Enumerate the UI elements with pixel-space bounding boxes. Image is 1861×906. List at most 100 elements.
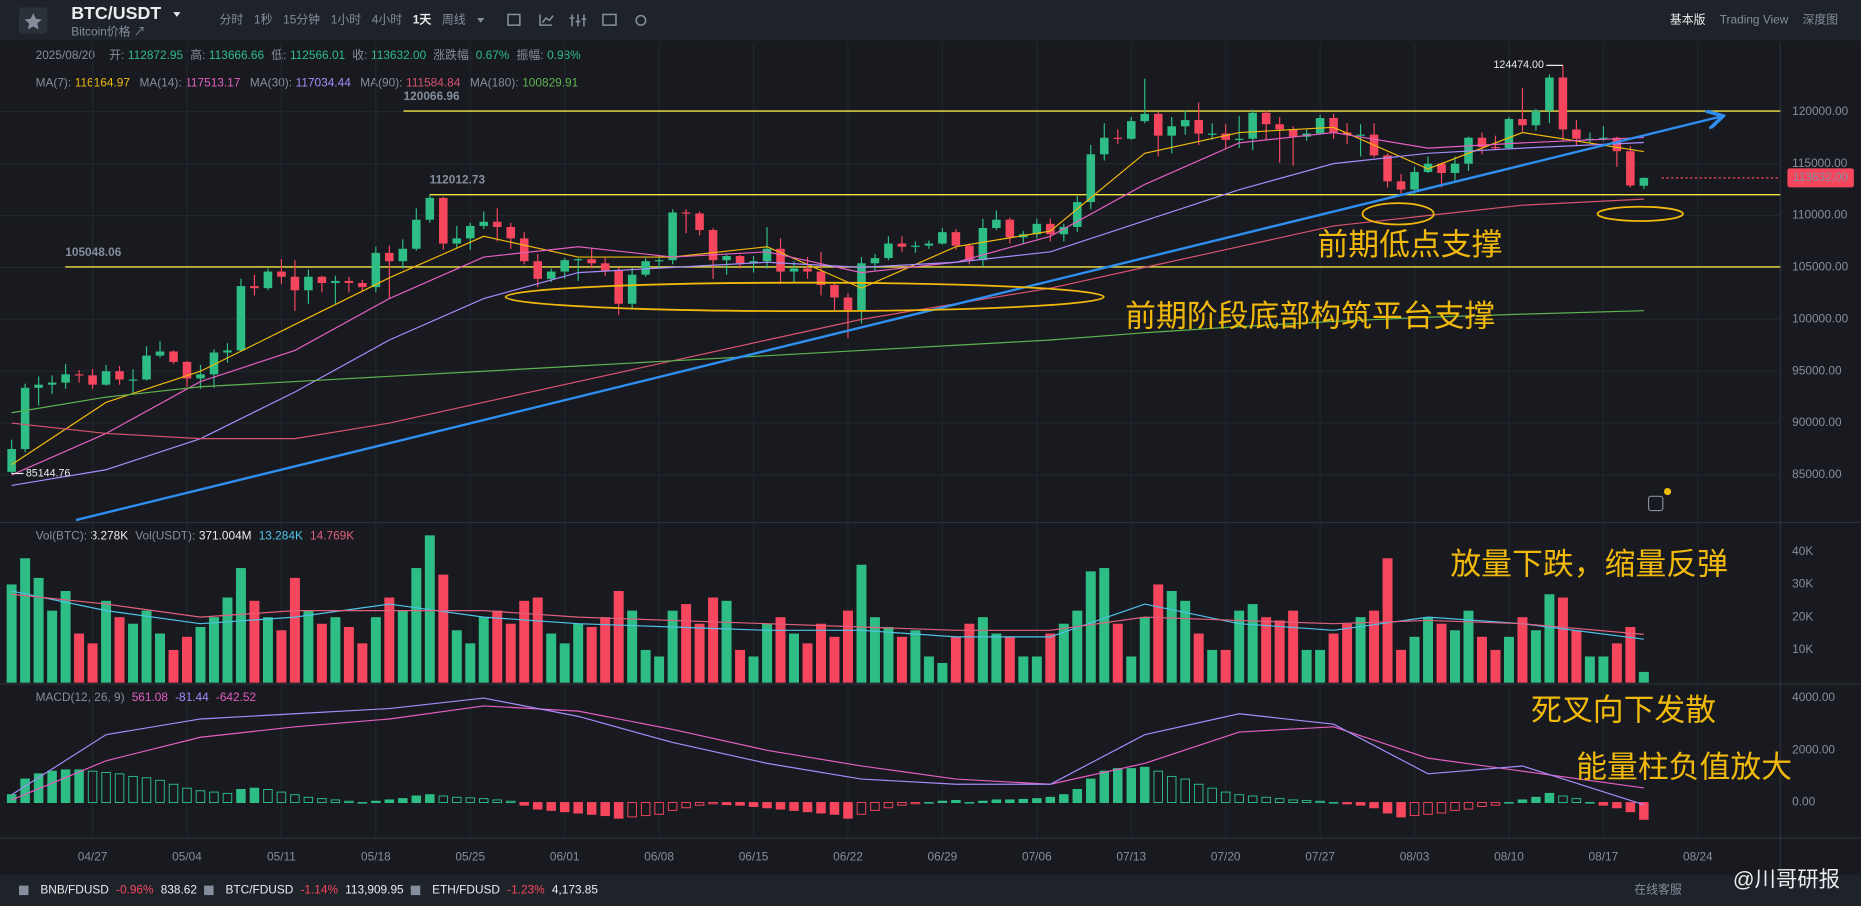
candle-body [857, 263, 866, 310]
macd-bar [802, 802, 813, 813]
info-label: 开: [109, 48, 124, 62]
candle-body [1410, 171, 1419, 190]
view-tabs: 基本版 Trading View 深度图 [1670, 13, 1838, 27]
service-link[interactable]: 在线客服 [1634, 882, 1682, 896]
ticker[interactable]: BNB/FDUSD -0.96% 838.62 [40, 882, 197, 896]
volume-bar [1530, 630, 1541, 683]
layout-icon[interactable] [602, 13, 617, 26]
volume-bar [411, 568, 422, 683]
volume-bar [1207, 649, 1218, 683]
candle-body [20, 387, 30, 450]
macd-bar [1220, 791, 1231, 804]
candle-body [668, 212, 677, 261]
interval-button[interactable]: 4小时 [372, 13, 402, 27]
candle-body [1207, 133, 1217, 135]
volume-usdt-title: Vol(USDT): [135, 529, 195, 543]
candle-body [398, 248, 408, 262]
indicator-icon[interactable] [507, 13, 521, 26]
macd-bar [1639, 802, 1649, 820]
candle-body [1005, 219, 1015, 238]
candle-body [627, 274, 637, 304]
x-tick-label: 06/15 [739, 849, 769, 863]
view-tab[interactable]: 深度图 [1803, 13, 1839, 27]
y-tick-label: 85000.00 [1792, 467, 1842, 481]
macd-bar [519, 802, 529, 806]
ticker[interactable]: BTC/FDUSD -1.14% 113,909.95 [225, 882, 404, 896]
macd-bar [1328, 802, 1339, 804]
macd-bar [789, 802, 799, 811]
volume-bar [1436, 623, 1447, 683]
volume-bar [1288, 610, 1299, 683]
macd-bar [1072, 789, 1083, 804]
interval-button[interactable]: 15分钟 [283, 13, 320, 27]
macd-bar [1261, 796, 1271, 804]
symbol-dropdown[interactable] [173, 12, 181, 17]
symbol[interactable]: BTC/USDT [71, 3, 161, 23]
ma-value: 100829.91 [522, 75, 578, 89]
settings-icon[interactable] [635, 14, 647, 26]
y-tick-label: 110000.00 [1792, 208, 1848, 222]
macd-bar [438, 795, 449, 804]
macd-bar [1463, 802, 1474, 810]
volume-bar [1503, 636, 1514, 683]
macd-bar [384, 799, 395, 804]
volume-usdt-value: 371.004M [199, 529, 252, 543]
candle-body [1315, 118, 1325, 134]
macd-bar [546, 802, 556, 811]
trend-line[interactable] [75, 117, 1721, 522]
top-bar [0, 0, 1861, 41]
ticker[interactable]: ETH/FDUSD -1.23% 4,173.85 [432, 882, 598, 896]
symbol-subtitle[interactable]: Bitcoin价格 ↗ [71, 24, 145, 38]
interval-dropdown[interactable] [477, 18, 485, 23]
interval-button[interactable]: 周线 [442, 13, 466, 27]
macd-bar [1086, 778, 1096, 804]
candle-body [1194, 120, 1203, 134]
ticker-change: -1.23% [507, 882, 545, 896]
macd-bar [1504, 802, 1514, 804]
candle-body [1329, 118, 1338, 133]
volume-bar [519, 600, 530, 683]
candle-body [263, 271, 273, 289]
info-label: 高: [190, 48, 205, 62]
highlight-ellipse [504, 281, 1105, 313]
candle-body [88, 375, 97, 385]
alert-icon[interactable] [1647, 495, 1664, 512]
y-tick-label: 10K [1792, 642, 1813, 656]
volume-bar [87, 643, 98, 683]
ma-name: MA(30): [250, 75, 292, 89]
interval-button[interactable]: 1天 [413, 13, 432, 27]
candle-body [1167, 126, 1176, 136]
volume-bar [235, 568, 246, 683]
candle-body [1073, 202, 1082, 227]
candle-body [371, 252, 381, 288]
candle-body [1572, 129, 1581, 139]
volume-bar [47, 610, 58, 683]
candle-body [911, 245, 920, 247]
macd-bar [600, 802, 610, 817]
view-tab[interactable]: 基本版 [1670, 13, 1706, 27]
macd-bar [222, 792, 233, 804]
candle-body [466, 225, 475, 239]
view-tab[interactable]: Trading View [1720, 13, 1789, 27]
macd-bar [964, 802, 975, 804]
candle-icon[interactable] [569, 14, 587, 27]
candle-body [331, 280, 340, 283]
volume-bar [1611, 643, 1622, 683]
macd-bar [613, 802, 624, 819]
macd-bar [74, 769, 84, 804]
ticker-symbol: BTC/FDUSD [225, 882, 293, 896]
volume-bar [802, 643, 813, 683]
volume-bar [20, 558, 31, 683]
interval-button[interactable]: 分时 [220, 13, 244, 27]
candle-body [951, 232, 961, 246]
interval-button[interactable]: 1秒 [254, 13, 273, 27]
volume-bar [586, 626, 597, 683]
candle-body [708, 230, 718, 261]
volume-bar [546, 633, 557, 683]
interval-button[interactable]: 1小时 [331, 13, 361, 27]
candle-body [965, 245, 974, 261]
chart-type-icon[interactable] [539, 14, 554, 26]
macd-bar [937, 800, 948, 804]
ma-line [11, 310, 1644, 414]
macd-bar [573, 802, 583, 814]
